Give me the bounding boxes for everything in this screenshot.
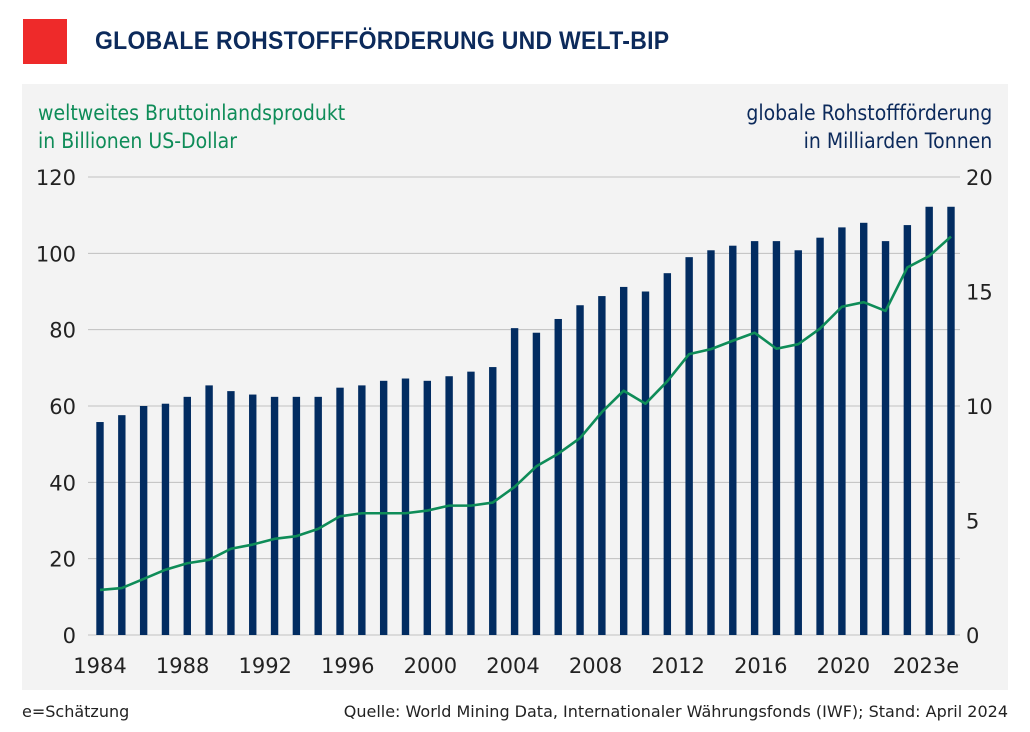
x-tick-label: 2000: [404, 654, 457, 678]
brand-logo-square: [23, 19, 67, 64]
bar-2015: [772, 241, 781, 635]
bar-1986: [139, 406, 148, 635]
right-tick-label: 20: [966, 166, 993, 190]
left-tick-label: 100: [36, 242, 76, 266]
bar-1996: [358, 385, 366, 635]
bar-2020: [881, 241, 890, 635]
x-tick-label: 1996: [321, 654, 374, 678]
x-tick-label: 2016: [734, 654, 787, 678]
chart-title: GLOBALE ROHSTOFFFÖRDERUNG UND WELT-BIP: [95, 27, 670, 55]
x-tick-label: 1992: [238, 654, 291, 678]
bar-1995: [336, 387, 344, 635]
bar-2018: [838, 227, 846, 635]
bar-2013: [729, 245, 737, 635]
bar-1985: [118, 415, 126, 635]
bar-2016: [794, 250, 802, 635]
gdp-line: [99, 235, 952, 592]
bar-2011: [685, 257, 693, 635]
bar-2014: [750, 241, 759, 635]
left-axis-label-line2: in Billionen US-Dollar: [38, 129, 237, 153]
bar-1987: [161, 403, 170, 635]
bar-2019: [860, 222, 868, 636]
bar-1997: [379, 380, 388, 635]
right-tick-label: 5: [966, 510, 979, 534]
left-axis-label-line1: weltweites Bruttoinlandsprodukt: [38, 101, 346, 125]
right-axis-label-line1: globale Rohstoffförderung: [746, 101, 992, 125]
bar-2001: [467, 371, 475, 635]
left-tick-label: 60: [49, 395, 76, 419]
right-axis-label-line2: in Milliarden Tonnen: [803, 129, 992, 153]
bar-2021: [903, 225, 912, 635]
bar-1991: [249, 394, 257, 635]
right-axis-label: globale Rohstoffförderung in Milliarden …: [746, 99, 992, 155]
right-tick-label: 10: [966, 395, 993, 419]
left-tick-label: 120: [36, 166, 76, 190]
left-tick-label: 20: [49, 548, 76, 572]
bar-1988: [183, 396, 191, 635]
bar-2003: [510, 328, 519, 635]
footnote-estimate: e=Schätzung: [22, 702, 130, 721]
left-tick-label: 40: [49, 471, 76, 495]
bar-2006: [576, 305, 584, 635]
source-note: Quelle: World Mining Data, International…: [343, 702, 1008, 721]
bar-2004: [532, 332, 541, 635]
bar-1989: [205, 385, 213, 635]
bar-1992: [270, 396, 279, 635]
bar-2022: [925, 206, 933, 635]
right-tick-label: 0: [966, 624, 979, 648]
x-tick-label: 2008: [569, 654, 622, 678]
bar-2007: [598, 296, 606, 635]
left-tick-label: 80: [49, 319, 76, 343]
right-tick-label: 15: [966, 281, 993, 305]
bar-1994: [314, 396, 322, 635]
bar-1984: [96, 422, 104, 635]
bar-2023: [947, 206, 955, 635]
bar-2010: [663, 273, 672, 635]
bar-1993: [292, 396, 301, 635]
x-tick-label: 1988: [156, 654, 209, 678]
left-tick-label: 0: [63, 624, 76, 648]
bar-2017: [816, 237, 824, 635]
bar-2008: [619, 286, 628, 635]
bar-2012: [707, 250, 715, 635]
bar-2009: [641, 291, 650, 635]
left-axis-label: weltweites Bruttoinlandsprodukt in Billi…: [38, 99, 345, 155]
x-tick-label: 1984: [73, 654, 126, 678]
bar-1990: [227, 391, 235, 635]
x-tick-label: 2012: [651, 654, 704, 678]
x-tick-label: 2023e: [893, 654, 959, 678]
bar-1999: [423, 380, 432, 635]
x-tick-label: 2004: [486, 654, 539, 678]
x-tick-label: 2020: [817, 654, 870, 678]
bar-2005: [554, 318, 562, 635]
bar-1998: [401, 378, 410, 635]
